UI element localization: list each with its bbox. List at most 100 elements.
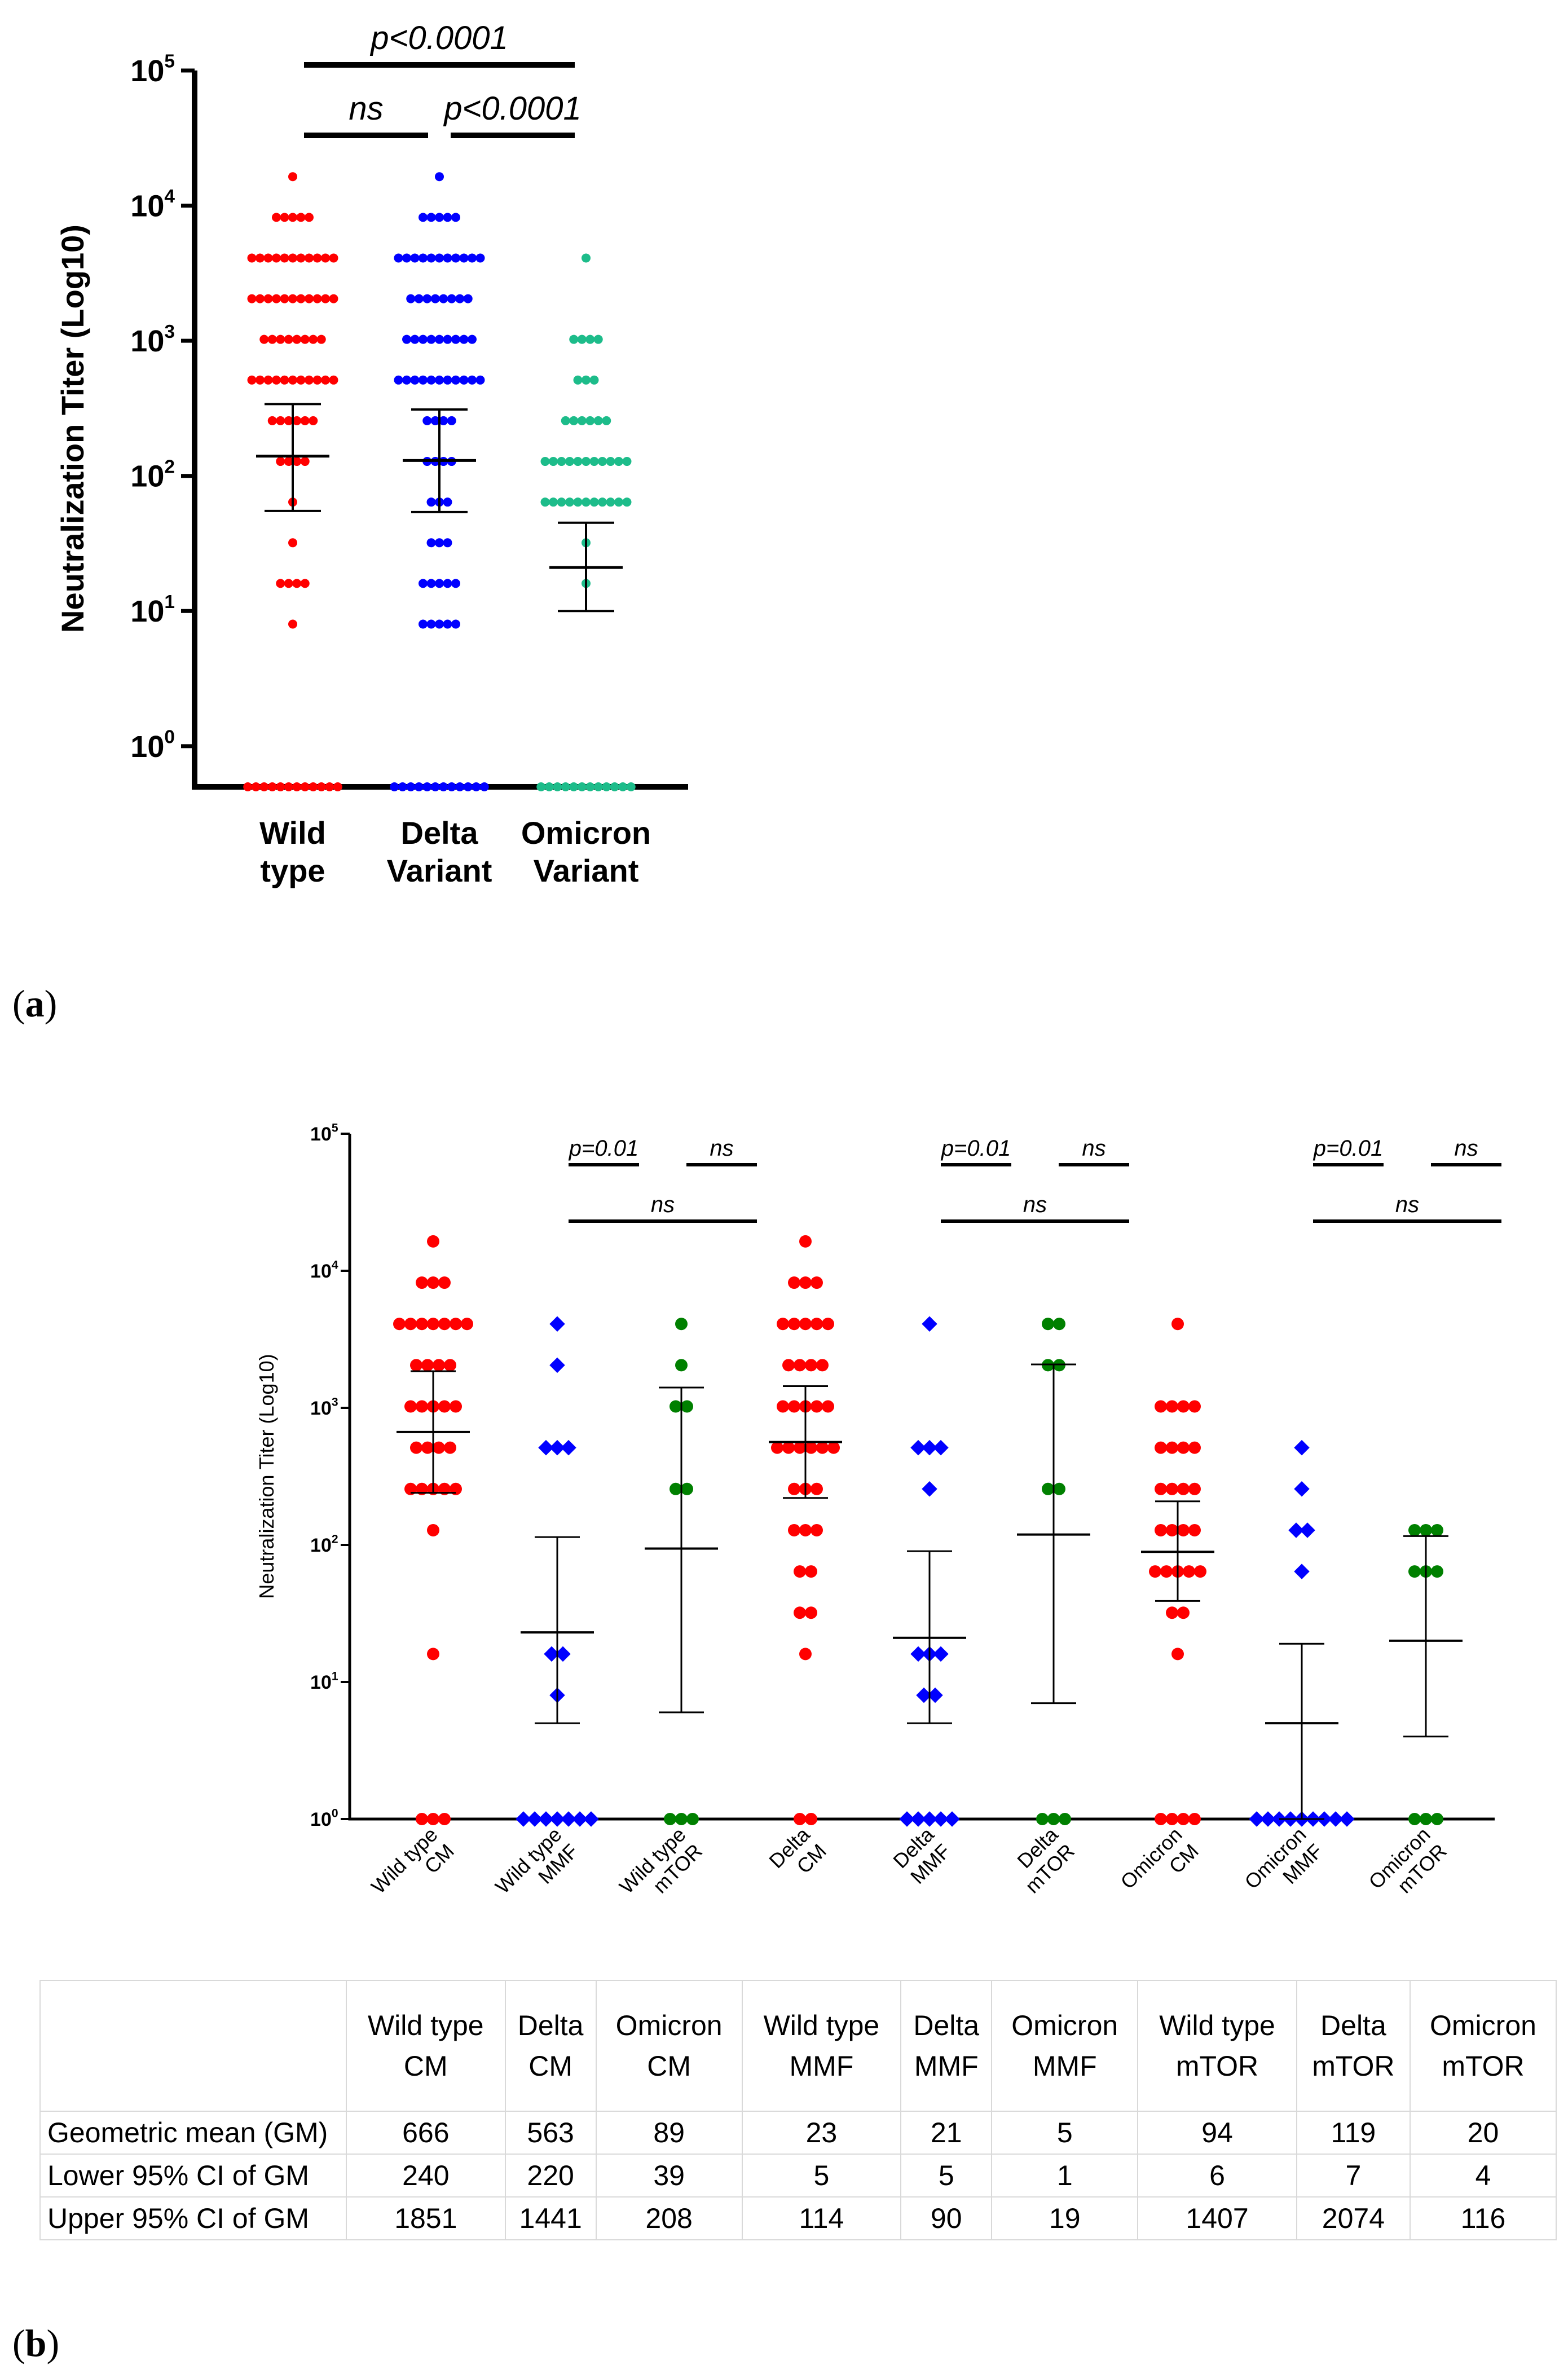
data-point (447, 782, 456, 791)
data-point (593, 334, 603, 344)
data-point (540, 497, 550, 507)
comparison-label: ns (1454, 1136, 1478, 1161)
data-point (312, 294, 322, 303)
data-point (292, 416, 302, 425)
data-point (321, 294, 330, 303)
data-point (479, 782, 489, 791)
data-point (259, 334, 269, 344)
table-cell: 90 (900, 2196, 993, 2240)
data-point (276, 457, 285, 466)
data-point (1188, 1441, 1201, 1454)
data-point (933, 1439, 949, 1456)
data-point (816, 1441, 829, 1454)
data-point (305, 213, 314, 222)
data-point (438, 1813, 451, 1825)
data-point (276, 416, 285, 425)
data-point (585, 782, 595, 791)
data-point (461, 1318, 473, 1331)
data-point (321, 253, 330, 263)
table-cell: 5 (991, 2111, 1139, 2155)
data-point (811, 1523, 823, 1536)
data-point (777, 1400, 789, 1413)
data-point (439, 782, 448, 791)
data-point (416, 1276, 428, 1289)
table-cell: 5 (900, 2154, 993, 2198)
data-point (549, 1811, 565, 1827)
data-point (565, 497, 574, 507)
panel-label-b: (b) (12, 2322, 60, 2364)
data-point (527, 1811, 543, 1827)
data-point (626, 782, 636, 791)
data-point (788, 1482, 800, 1495)
data-point (468, 334, 477, 344)
data-point (435, 253, 444, 263)
data-point (916, 1687, 932, 1703)
data-point (475, 375, 485, 385)
data-point (583, 1811, 599, 1827)
data-point (794, 1441, 806, 1454)
data-point (805, 1606, 817, 1619)
data-point (561, 1811, 576, 1827)
data-point (910, 1439, 926, 1456)
data-point (263, 375, 273, 385)
data-point (799, 1276, 812, 1289)
y-tick-label: 104 (130, 186, 175, 223)
data-point (593, 416, 603, 425)
x-category-label: Omicron Variant (521, 815, 651, 888)
data-point (794, 1813, 806, 1825)
table-column-header: Omicron MMF (991, 1980, 1139, 2112)
data-point (1166, 1400, 1178, 1413)
data-point (816, 1359, 829, 1372)
data-point (549, 1316, 565, 1332)
data-point (1166, 1482, 1178, 1495)
data-point (1155, 1400, 1167, 1413)
data-point (404, 1400, 417, 1413)
data-point (1042, 1318, 1054, 1331)
table-column-header: Omicron mTOR (1409, 1980, 1557, 2112)
data-point (416, 1318, 428, 1331)
table-column-header: Wild type MMF (741, 1980, 902, 2112)
data-point (426, 497, 436, 507)
data-point (455, 294, 465, 303)
data-point (267, 416, 277, 425)
data-point (573, 375, 583, 385)
data-point (451, 253, 460, 263)
data-point (899, 1811, 915, 1827)
data-point (536, 782, 546, 791)
data-point (1166, 1441, 1178, 1454)
panel-label-a-letter: a (25, 982, 45, 1025)
data-point (433, 1359, 445, 1372)
data-point (468, 253, 477, 263)
data-point (426, 579, 436, 588)
data-point (922, 1316, 937, 1332)
data-point (589, 375, 599, 385)
y-tick-label: 104 (310, 1259, 338, 1282)
data-point (670, 1400, 682, 1413)
panel-label-a: (a) (12, 982, 58, 1025)
data-point (419, 334, 428, 344)
table-cell: 89 (595, 2111, 743, 2155)
data-point (933, 1646, 949, 1662)
data-point (288, 253, 297, 263)
data-point (1420, 1523, 1432, 1536)
data-point (811, 1400, 823, 1413)
geometric-mean-table: Wild type CM Delta CM Omicron CM Wild type M… (39, 1980, 1557, 2240)
data-point (284, 579, 293, 588)
data-point (573, 457, 583, 466)
y-tick-label: 101 (310, 1670, 338, 1693)
data-point (284, 782, 293, 791)
table-cell: 39 (595, 2154, 743, 2198)
data-point (557, 497, 566, 507)
data-point (1053, 1318, 1065, 1331)
data-point (811, 1482, 823, 1495)
data-point (390, 782, 399, 791)
data-point (316, 334, 326, 344)
data-point (681, 1400, 693, 1413)
data-point (280, 213, 289, 222)
data-point (443, 579, 452, 588)
table-corner-cell (39, 1980, 347, 2112)
data-point (309, 334, 318, 344)
comparison-label: p=0.01 (1313, 1136, 1383, 1161)
data-point (799, 1648, 812, 1661)
data-point (402, 253, 411, 263)
